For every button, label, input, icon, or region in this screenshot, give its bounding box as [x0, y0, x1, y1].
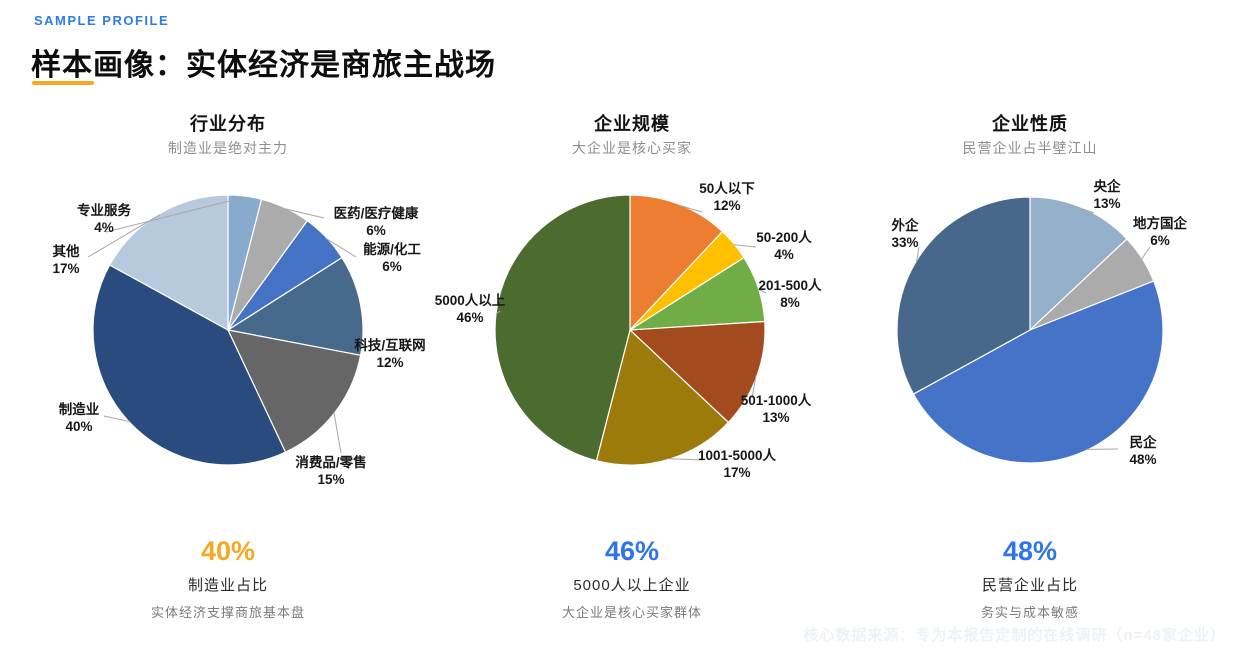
- pie-slice-value: 6%: [382, 259, 402, 274]
- leader-line: [757, 288, 767, 294]
- pie-slice-label: 50-200人: [756, 230, 812, 245]
- leader-line: [87, 214, 161, 258]
- pie-slice-label: 民企: [1130, 434, 1158, 450]
- leader-line: [325, 237, 357, 258]
- pie-slice-label: 5000人以上: [435, 293, 506, 308]
- title-accent-bar: [32, 81, 94, 85]
- chart3-subtitle: 民营企业占半壁江山: [962, 140, 1098, 156]
- leader-line: [915, 246, 920, 263]
- pie-slice-value: 15%: [317, 472, 344, 487]
- pie-slice-value: 6%: [1150, 233, 1170, 248]
- leader-line: [667, 458, 704, 461]
- pie-slice-value: 4%: [94, 220, 114, 235]
- pie-slice-value: 17%: [723, 465, 750, 480]
- pie-slice-label: 医药/医疗健康: [334, 205, 419, 221]
- pie-slice-label: 1001-5000人: [698, 448, 777, 463]
- pie-slice-label: 能源/化工: [363, 241, 421, 257]
- pie-slice-label: 制造业: [59, 401, 100, 417]
- page-title: 样本画像：实体经济是商旅主战场: [31, 49, 496, 82]
- pie-slice: [896, 196, 1031, 395]
- leader-line: [733, 244, 757, 248]
- leader-line: [751, 375, 757, 399]
- pie-slice-label: 专业服务: [77, 202, 131, 218]
- leader-line: [1082, 208, 1095, 214]
- pie-slice-value: 17%: [52, 261, 79, 276]
- pie-slice-value: 13%: [1093, 196, 1120, 211]
- stat-label: 民营企业占比: [981, 577, 1078, 594]
- pie-slice-value: 8%: [780, 295, 800, 310]
- stat-sublabel: 务实与成本敏感: [980, 605, 1079, 620]
- pie-slice-value: 33%: [891, 235, 918, 250]
- stat-sublabel: 实体经济支撑商旅基本盘: [150, 605, 305, 620]
- chart2-subtitle: 大企业是核心买家: [572, 140, 692, 156]
- pie-slice-value: 12%: [713, 198, 740, 213]
- pie-slice-label: 501-1000人: [741, 393, 812, 408]
- pie-slice: [494, 194, 631, 462]
- pie-slice-label: 央企: [1094, 178, 1122, 194]
- pie-slice-label: 50人以下: [699, 181, 755, 196]
- stat-large-enterprise: 46% 5000人以上企业 大企业是核心买家群体: [452, 536, 812, 621]
- pie-slice-value: 46%: [456, 310, 483, 325]
- chart3-title: 企业性质: [992, 114, 1068, 134]
- pie-slice-value: 4%: [774, 247, 794, 262]
- pie-slice: [227, 257, 364, 356]
- pie-slice-value: 40%: [65, 419, 92, 434]
- pie-slice: [595, 329, 730, 466]
- leader-line: [1141, 246, 1151, 260]
- pie-slice-value: 12%: [376, 355, 403, 370]
- pie-slice-value: 48%: [1129, 452, 1156, 467]
- stat-label: 制造业占比: [187, 577, 268, 594]
- leader-line: [679, 204, 703, 213]
- pie-slice-value: 6%: [366, 223, 386, 238]
- pie-slice-label: 地方国企: [1133, 215, 1187, 231]
- leader-line: [496, 310, 501, 314]
- chart1-subtitle: 制造业是绝对主力: [168, 140, 288, 156]
- stat-label: 5000人以上企业: [573, 577, 691, 594]
- source-note: 核心数据来源：专为本报告定制的在线调研（n=48家企业）: [803, 627, 1226, 644]
- pie-slice-label: 其他: [53, 243, 80, 259]
- pie-slice: [227, 329, 362, 453]
- pie-slice: [109, 194, 229, 331]
- stat-sublabel: 大企业是核心买家群体: [561, 605, 702, 620]
- pie-slice-label: 科技/互联网: [354, 337, 425, 353]
- pie-slice: [912, 280, 1164, 464]
- pie-slice: [629, 194, 724, 331]
- pie-slice: [629, 320, 766, 424]
- stat-private-enterprise: 48% 民营企业占比 务实与成本敏感: [850, 536, 1210, 621]
- pie-slice: [92, 264, 287, 466]
- chart2-title: 企业规模: [594, 114, 670, 134]
- leader-line: [284, 208, 325, 219]
- chart1-title: 行业分布: [190, 114, 266, 134]
- pie-slice: [1029, 196, 1128, 331]
- stat-value: 40%: [200, 536, 256, 566]
- leader-line: [103, 415, 131, 423]
- eyebrow-label: SAMPLE PROFILE: [34, 13, 170, 28]
- pie-slice-label: 消费品/零售: [295, 454, 366, 470]
- pie-slice-label: 外企: [892, 217, 920, 233]
- stat-value: 46%: [604, 536, 660, 566]
- pie-slice-label: 201-500人: [758, 278, 822, 293]
- leader-line: [105, 196, 245, 233]
- stat-manufacturing: 40% 制造业占比 实体经济支撑商旅基本盘: [48, 536, 408, 621]
- leader-line: [333, 412, 342, 454]
- stat-value: 48%: [1002, 536, 1058, 566]
- pie-slice-value: 13%: [762, 410, 789, 425]
